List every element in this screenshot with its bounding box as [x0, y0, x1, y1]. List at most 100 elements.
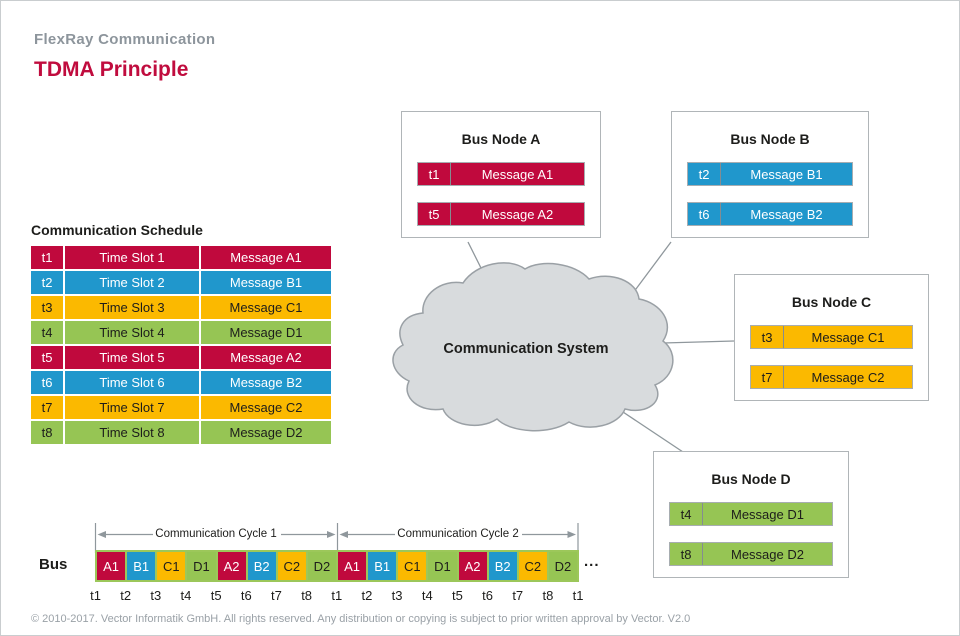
schedule-cell-slot: Time Slot 2 [65, 271, 199, 294]
dimension-arrowheads [97, 531, 576, 538]
tick-label: t3 [150, 588, 162, 603]
schedule-table: t1 Time Slot 1 Message A1 t2 Time Slot 2 Mess… [31, 246, 331, 444]
node-message-cell: Message C1 [811, 329, 885, 345]
schedule-cell-slot: Time Slot 1 [65, 246, 199, 269]
cycle-2-label: Communication Cycle 2 [397, 528, 519, 540]
node-slot-cell: t8 [670, 543, 703, 565]
cycle-1-label: Communication Cycle 1 [155, 528, 277, 540]
node-title: Bus Node A [461, 131, 541, 147]
schedule-cell-message: Message B1 [201, 271, 331, 294]
bus-slot: C1 [398, 552, 427, 580]
schedule-cell-message: Message B2 [201, 371, 331, 394]
tick-label: t1 [331, 588, 343, 603]
schedule-cell-message: Message D2 [201, 421, 331, 444]
bus-ellipsis: ... [584, 553, 600, 570]
schedule-cell-message: Message A2 [201, 346, 331, 369]
arrowhead-left-icon [97, 531, 106, 538]
tick-label: t1 [572, 588, 584, 603]
bus-slot: B1 [368, 552, 397, 580]
bus-slot: C2 [518, 552, 547, 580]
schedule-cell-t: t6 [31, 371, 63, 394]
arrowhead-right-icon [327, 531, 336, 538]
schedule-cell-message: Message C1 [201, 296, 331, 319]
node-message-cell: Message C2 [811, 369, 885, 385]
tick-label: t8 [542, 588, 554, 603]
bus-slot: B1 [127, 552, 156, 580]
schedule-cell-t: t8 [31, 421, 63, 444]
bus-slot: A1 [338, 552, 367, 580]
page-title: TDMA Principle [34, 58, 189, 81]
node-row: t4 Message D1 [669, 502, 833, 526]
node-message-cell: Message D1 [731, 506, 804, 522]
schedule-title: Communication Schedule [31, 222, 203, 238]
tick-label: t6 [240, 588, 252, 603]
schedule-cell-slot: Time Slot 4 [65, 321, 199, 344]
bus-slot: A2 [217, 552, 246, 580]
tick-label: t2 [361, 588, 373, 603]
bus-label: Bus [39, 556, 68, 573]
bus-slot: C2 [277, 552, 306, 580]
node-slot-cell: t4 [670, 503, 703, 525]
tick-label: t8 [301, 588, 313, 603]
tick-label: t3 [391, 588, 403, 603]
bus-node-d-box: Bus Node D t4 Message D1 t8 Message D2 [653, 451, 849, 578]
cloud-label: Communication System [443, 341, 609, 357]
tick-label: t6 [482, 588, 493, 603]
schedule-cell-t: t7 [31, 396, 63, 419]
node-title: Bus Node C [791, 294, 872, 310]
cloud-shape [392, 262, 674, 432]
bus-slot: A2 [458, 552, 487, 580]
schedule-cell-t: t2 [31, 271, 63, 294]
schedule-cell-t: t3 [31, 296, 63, 319]
arrowhead-left-icon [339, 531, 348, 538]
node-slot-cell: t5 [418, 203, 451, 225]
schedule-cell-message: Message A1 [201, 246, 331, 269]
node-message-cell: Message B2 [750, 206, 823, 222]
bus-slot: D1 [187, 552, 216, 580]
schedule-cell-slot: Time Slot 8 [65, 421, 199, 444]
node-message-cell: Message A1 [481, 166, 554, 182]
bus-node-b-box: Bus Node B t2 Message B1 t6 Message B2 [671, 111, 869, 238]
bus-slot: C1 [157, 552, 186, 580]
node-row: t7 Message C2 [750, 365, 913, 389]
bus-slot: D1 [428, 552, 457, 580]
bus-node-c-box: Bus Node C t3 Message C1 t7 Message C2 [734, 274, 929, 401]
tick-label: t2 [120, 588, 132, 603]
node-row: t6 Message B2 [687, 202, 853, 226]
bus-slot: D2 [548, 552, 577, 580]
schedule-cell-message: Message C2 [201, 396, 331, 419]
bus-node-a-box: Bus Node A t1 Message A1 t5 Message A2 [401, 111, 601, 238]
schedule-cell-t: t1 [31, 246, 63, 269]
bus-strip: A1 B1 C1 D1 A2 B2 C2 D2 A1 B1 C1 D1 A2 B2 C2 D2 [95, 550, 579, 582]
bus-slot: A1 [97, 552, 126, 580]
schedule-cell-t: t5 [31, 346, 63, 369]
node-title: Bus Node B [730, 131, 810, 147]
bus-slot: B2 [488, 552, 517, 580]
header-subtitle: FlexRay Communication [34, 31, 216, 48]
node-row: t1 Message A1 [417, 162, 585, 186]
node-title: Bus Node D [711, 471, 791, 487]
node-message-cell: Message B1 [750, 166, 823, 182]
tick-label: t7 [271, 588, 282, 603]
schedule-cell-slot: Time Slot 7 [65, 396, 199, 419]
node-slot-cell: t1 [418, 163, 451, 185]
node-slot-cell: t2 [688, 163, 721, 185]
connector-node-c [662, 340, 735, 344]
tick-label: t4 [180, 588, 192, 603]
tick-label: t1 [90, 588, 101, 603]
cycle-dimension-lines [94, 523, 579, 553]
bus-slot: D2 [307, 552, 336, 580]
footer-copyright: © 2010-2017. Vector Informatik GmbH. All… [31, 613, 691, 625]
connector-node-b [629, 241, 672, 298]
node-slot-cell: t3 [751, 326, 784, 348]
node-row: t2 Message B1 [687, 162, 853, 186]
tick-label: t5 [210, 588, 222, 603]
schedule-cell-message: Message D1 [201, 321, 331, 344]
node-slot-cell: t6 [688, 203, 721, 225]
node-message-cell: Message A2 [481, 206, 554, 222]
tick-row: t1 t2 t3 t4 t5 t6 t7 t8 t1 t2 t3 t4 t5 t6 t7 t8 t1 [1, 588, 959, 604]
tick-label: t4 [421, 588, 433, 603]
tick-label: t5 [451, 588, 463, 603]
